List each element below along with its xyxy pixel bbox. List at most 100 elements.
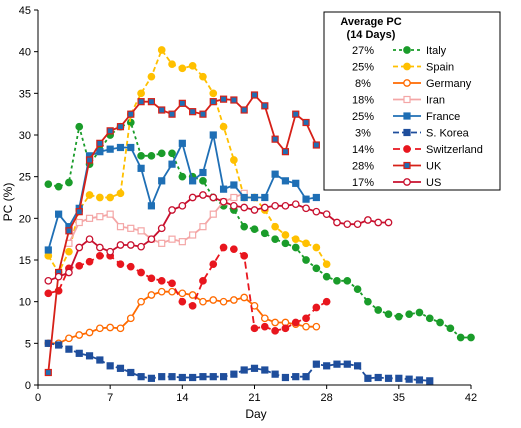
series-spain xyxy=(44,46,331,277)
data-point-italy xyxy=(425,314,434,323)
data-point-iran xyxy=(158,239,166,247)
data-point-iran xyxy=(75,218,83,227)
legend-swatch-marker xyxy=(403,46,411,54)
data-point-s-korea xyxy=(250,364,259,372)
legend-item-italy: 27% Italy xyxy=(352,45,447,57)
data-point-italy xyxy=(240,222,249,231)
data-point-s-korea xyxy=(209,373,217,381)
data-point-switzerland xyxy=(230,245,238,254)
series-line-s-korea xyxy=(48,342,430,382)
data-point-s-korea xyxy=(364,374,372,382)
legend: Average PC (14 Days) 27% Italy 25% Spain 8% G… xyxy=(323,11,501,191)
data-point-germany xyxy=(168,287,176,296)
data-point-iran xyxy=(127,224,135,232)
data-point-france xyxy=(209,131,217,139)
data-point-france xyxy=(44,246,52,254)
data-point-uk xyxy=(116,123,125,131)
data-point-switzerland xyxy=(75,261,84,270)
legend-item-us: 17% US xyxy=(352,177,441,189)
data-point-italy xyxy=(302,256,310,264)
data-point-france xyxy=(302,195,310,203)
data-point-spain xyxy=(85,191,94,199)
data-point-us xyxy=(137,242,145,251)
legend-item-germany: 8% Germany xyxy=(355,78,472,90)
data-point-uk xyxy=(75,208,83,216)
data-point-italy xyxy=(281,239,290,248)
data-point-spain xyxy=(65,247,73,256)
data-point-s-korea xyxy=(323,362,331,370)
x-tick-label: 14 xyxy=(176,392,188,404)
data-point-us xyxy=(96,243,104,252)
legend-subtitle: (14 Days) xyxy=(347,29,396,41)
data-point-us xyxy=(240,203,249,212)
data-point-us xyxy=(343,220,352,229)
data-point-s-korea xyxy=(333,360,341,368)
y-tick-label: 35 xyxy=(19,88,31,100)
legend-average: 14% xyxy=(352,144,374,156)
data-point-italy xyxy=(157,149,166,158)
legend-item-iran: 18% Iran xyxy=(352,95,445,107)
data-point-switzerland xyxy=(199,276,207,285)
data-point-s-korea xyxy=(116,364,125,372)
data-point-france xyxy=(312,193,320,202)
legend-average: 25% xyxy=(352,111,374,123)
data-point-s-korea xyxy=(65,345,73,353)
data-point-germany xyxy=(137,297,145,306)
data-point-italy xyxy=(364,297,372,306)
data-point-s-korea xyxy=(127,368,135,377)
data-point-spain xyxy=(147,72,156,81)
data-point-iran xyxy=(168,235,176,243)
data-point-iran xyxy=(137,227,145,235)
data-point-germany xyxy=(260,314,269,323)
data-point-uk xyxy=(312,141,320,149)
data-point-uk xyxy=(292,110,300,118)
legend-item-spain: 25% Spain xyxy=(352,62,454,74)
data-point-france xyxy=(55,210,63,218)
data-point-us xyxy=(322,210,331,219)
data-point-spain xyxy=(281,231,290,239)
data-point-s-korea xyxy=(271,370,279,378)
data-point-italy xyxy=(199,176,207,185)
data-point-s-korea xyxy=(189,373,197,382)
data-point-france xyxy=(261,193,269,202)
data-point-france xyxy=(168,160,176,168)
legend-item-s-korea: 3% S. Korea xyxy=(355,128,470,140)
data-point-uk xyxy=(158,106,166,114)
data-point-s-korea xyxy=(405,375,413,383)
legend-swatch-marker xyxy=(403,112,411,120)
data-point-switzerland xyxy=(322,297,331,306)
series-us xyxy=(44,191,393,285)
legend-swatch-marker xyxy=(403,79,411,87)
y-tick-label: 10 xyxy=(19,297,31,309)
data-point-us xyxy=(178,201,187,210)
data-point-iran xyxy=(106,210,114,218)
data-point-uk xyxy=(65,227,73,235)
data-point-uk xyxy=(168,110,176,118)
legend-label: France xyxy=(426,111,460,123)
data-point-uk xyxy=(199,110,207,118)
data-point-s-korea xyxy=(158,373,166,381)
data-point-us xyxy=(271,201,279,210)
data-point-switzerland xyxy=(116,260,125,269)
data-point-italy xyxy=(405,310,413,319)
data-point-s-korea xyxy=(353,362,362,370)
data-point-spain xyxy=(199,72,207,81)
data-point-uk xyxy=(44,368,52,377)
series-line-spain xyxy=(47,48,328,275)
data-point-us xyxy=(291,200,300,209)
data-point-spain xyxy=(302,239,310,248)
x-tick-label: 35 xyxy=(393,392,405,404)
data-point-s-korea xyxy=(55,341,63,349)
legend-swatch-marker xyxy=(403,145,411,153)
data-point-uk xyxy=(281,148,290,156)
x-axis-label: Day xyxy=(245,407,266,421)
legend-swatch-marker xyxy=(403,178,411,186)
legend-label: Iran xyxy=(426,95,445,107)
data-point-us xyxy=(219,197,228,206)
data-point-italy xyxy=(271,235,279,244)
data-point-s-korea xyxy=(312,360,320,368)
data-point-france xyxy=(219,185,228,193)
y-tick-label: 15 xyxy=(19,255,31,267)
data-point-switzerland xyxy=(209,260,218,269)
data-point-us xyxy=(106,247,115,256)
